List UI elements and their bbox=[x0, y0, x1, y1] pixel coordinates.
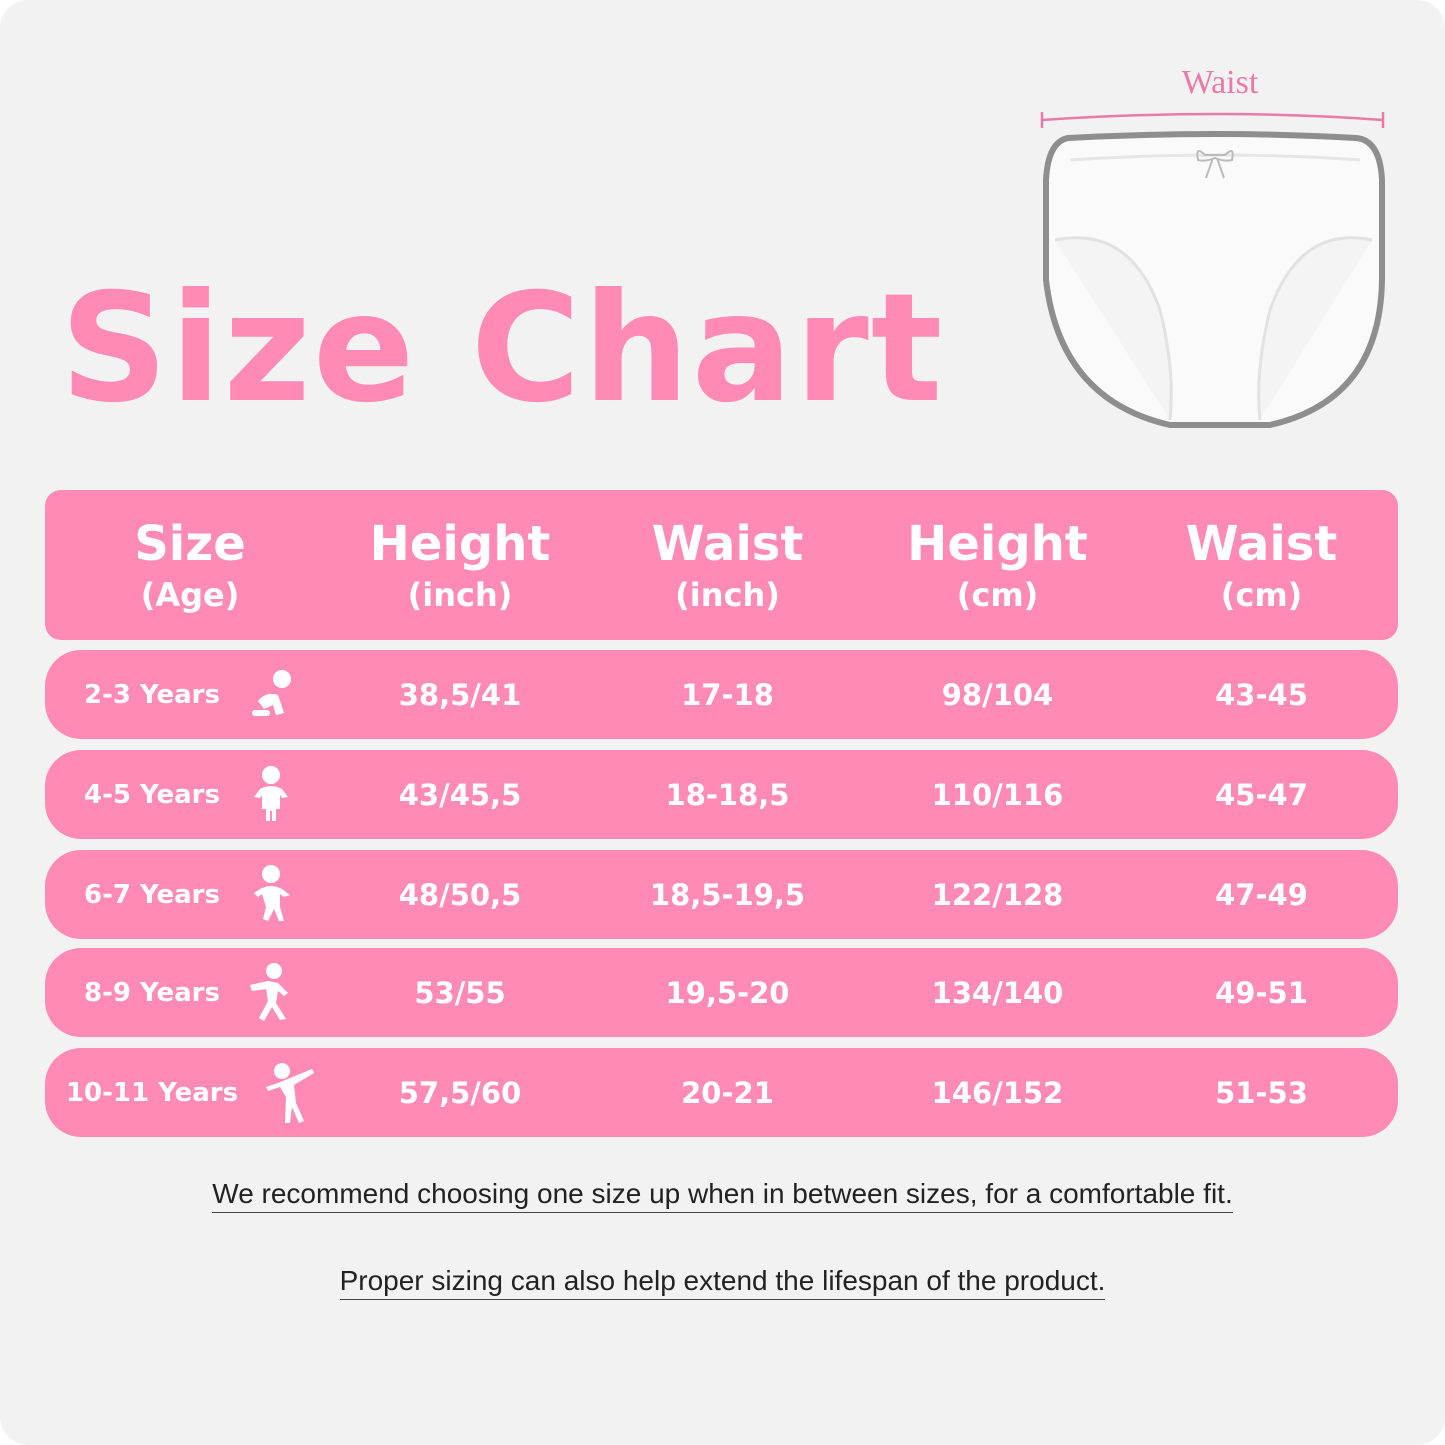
height-cm-cell: 110/116 bbox=[931, 777, 1064, 812]
header-main: Height bbox=[369, 516, 551, 572]
waist-cm-cell: 45-47 bbox=[1215, 777, 1308, 812]
recommendation-note: We recommend choosing one size up when i… bbox=[0, 1178, 1445, 1213]
table-row: 2-3 Years 38,5/41 17-18 98/104 43-45 bbox=[45, 650, 1398, 739]
waist-inch-cell: 17-18 bbox=[681, 677, 774, 712]
size-label: 10-11 Years bbox=[65, 1077, 239, 1108]
table-row: 6-7 Years 48/50,5 18,5-19,5 122/128 47-4… bbox=[45, 850, 1398, 939]
waist-cm-cell: 43-45 bbox=[1215, 677, 1308, 712]
header-sub: (Age) bbox=[140, 576, 240, 614]
height-inch-cell: 53/55 bbox=[414, 975, 506, 1010]
note-text: Proper sizing can also help extend the l… bbox=[339, 1265, 1106, 1300]
header-sub: (inch) bbox=[675, 576, 780, 614]
crawling-baby-icon bbox=[251, 669, 291, 716]
header-height-inch: Height (inch) bbox=[335, 490, 585, 640]
briefs-illustration: Waist bbox=[1020, 60, 1420, 440]
header-height-cm: Height (cm) bbox=[870, 490, 1125, 640]
table-row: 10-11 Years 57,5/60 20-21 146/152 51-53 bbox=[45, 1048, 1398, 1137]
waist-cm-cell: 47-49 bbox=[1215, 877, 1308, 912]
height-cm-cell: 146/152 bbox=[931, 1075, 1064, 1110]
header-main: Size bbox=[134, 516, 246, 572]
table-header: Size (Age) Height (inch) Waist (inch) Heigh… bbox=[45, 490, 1398, 640]
running-child-icon bbox=[249, 962, 288, 1021]
size-label: 6-7 Years bbox=[84, 879, 220, 910]
size-cell: 8-9 Years bbox=[45, 962, 335, 1023]
height-inch-cell: 38,5/41 bbox=[398, 677, 522, 712]
dancing-child-icon bbox=[266, 1062, 315, 1123]
size-label: 4-5 Years bbox=[84, 779, 220, 810]
waist-cm-cell: 51-53 bbox=[1215, 1075, 1308, 1110]
briefs-icon bbox=[1040, 112, 1385, 428]
table-row: 8-9 Years 53/55 19,5-20 134/140 49-51 bbox=[45, 948, 1398, 1037]
waist-inch-cell: 18-18,5 bbox=[665, 777, 790, 812]
height-inch-cell: 43/45,5 bbox=[398, 777, 522, 812]
header-main: Waist bbox=[651, 516, 804, 572]
header-waist-inch: Waist (inch) bbox=[585, 490, 870, 640]
size-label: 8-9 Years bbox=[84, 977, 220, 1008]
waist-inch-cell: 19,5-20 bbox=[665, 975, 790, 1010]
height-inch-cell: 57,5/60 bbox=[398, 1075, 522, 1110]
lifespan-note: Proper sizing can also help extend the l… bbox=[0, 1265, 1445, 1300]
header-waist-cm: Waist (cm) bbox=[1125, 490, 1398, 640]
table-row: 4-5 Years 43/45,5 18-18,5 110/116 45-47 bbox=[45, 750, 1398, 839]
header-main: Waist bbox=[1185, 516, 1338, 572]
height-cm-cell: 122/128 bbox=[931, 877, 1064, 912]
note-text: We recommend choosing one size up when i… bbox=[212, 1178, 1233, 1213]
size-cell: 2-3 Years bbox=[45, 665, 335, 725]
header-sub: (cm) bbox=[1220, 576, 1303, 614]
size-cell: 10-11 Years bbox=[45, 1062, 335, 1123]
standing-toddler-icon bbox=[253, 765, 288, 821]
page-title: Size Chart bbox=[60, 262, 945, 436]
size-cell: 6-7 Years bbox=[45, 864, 335, 925]
header-main: Height bbox=[907, 516, 1088, 572]
waist-label: Waist bbox=[1181, 64, 1259, 101]
header-size: Size (Age) bbox=[45, 490, 335, 640]
height-cm-cell: 134/140 bbox=[931, 975, 1064, 1010]
waist-inch-cell: 20-21 bbox=[681, 1075, 774, 1110]
height-inch-cell: 48/50,5 bbox=[398, 877, 522, 912]
header-sub: (inch) bbox=[407, 576, 513, 614]
size-label: 2-3 Years bbox=[84, 679, 220, 710]
walking-child-icon bbox=[253, 864, 290, 921]
size-cell: 4-5 Years bbox=[45, 765, 335, 825]
header-sub: (cm) bbox=[956, 576, 1039, 614]
height-cm-cell: 98/104 bbox=[941, 677, 1054, 712]
waist-inch-cell: 18,5-19,5 bbox=[649, 877, 806, 912]
waist-cm-cell: 49-51 bbox=[1215, 975, 1308, 1010]
